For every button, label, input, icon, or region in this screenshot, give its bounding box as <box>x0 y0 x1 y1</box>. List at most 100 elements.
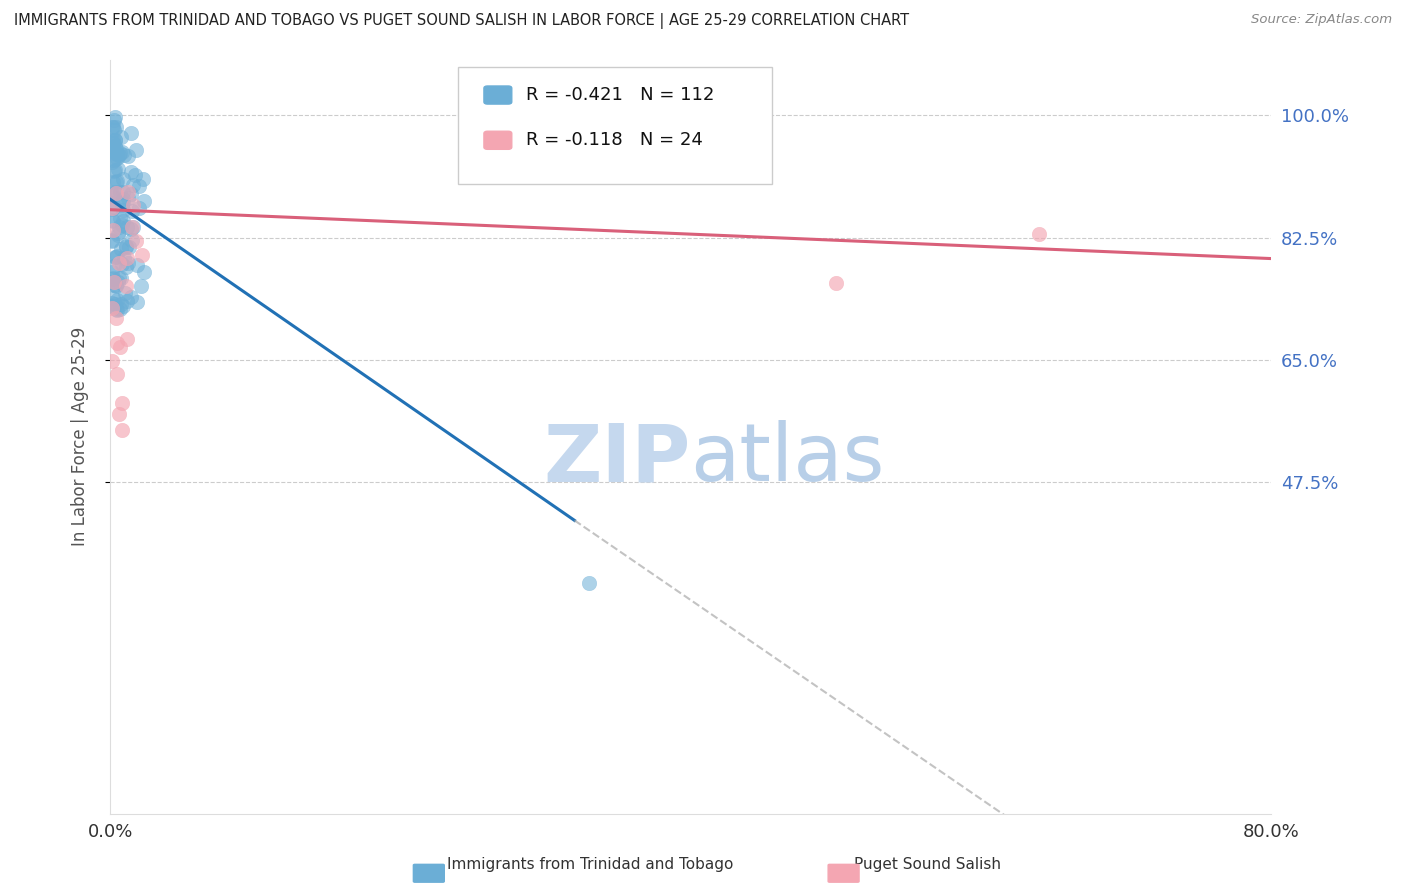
Point <box>104 297 127 311</box>
Point <box>104 250 127 264</box>
Point <box>121 220 143 235</box>
Point <box>104 110 127 124</box>
FancyBboxPatch shape <box>484 86 512 104</box>
Point <box>105 174 128 188</box>
Point <box>122 220 145 235</box>
Point <box>100 201 122 215</box>
Point <box>100 135 122 149</box>
Point <box>110 271 132 285</box>
Point <box>103 278 125 293</box>
Point <box>100 213 122 227</box>
Point <box>107 226 129 240</box>
Point <box>100 196 122 211</box>
Point <box>101 136 124 151</box>
Point <box>122 198 145 212</box>
Point <box>101 234 124 248</box>
Point <box>103 214 125 228</box>
Point <box>112 185 135 199</box>
Point <box>105 186 128 200</box>
Point <box>115 220 138 235</box>
Point <box>105 250 128 264</box>
Point <box>104 277 127 292</box>
Point <box>124 168 146 182</box>
Point <box>111 145 134 160</box>
Point <box>104 301 127 316</box>
Point <box>105 293 128 307</box>
Point <box>117 185 139 199</box>
Point <box>107 161 129 176</box>
Point <box>114 286 136 301</box>
Point <box>105 367 128 381</box>
Point <box>103 113 125 128</box>
Point <box>127 295 149 310</box>
Point <box>114 278 136 293</box>
Point <box>107 151 129 165</box>
Point <box>111 192 134 206</box>
Point <box>103 259 125 273</box>
Point <box>131 279 153 293</box>
Text: Puget Sound Salish: Puget Sound Salish <box>855 857 1001 872</box>
Point <box>103 292 125 306</box>
Point <box>104 146 127 161</box>
Point <box>120 126 142 140</box>
Point <box>104 278 127 293</box>
Point <box>121 178 143 192</box>
Point <box>107 228 129 243</box>
Point <box>108 302 131 317</box>
Point <box>101 120 124 134</box>
Point <box>103 270 125 285</box>
Point <box>108 271 131 285</box>
Point <box>111 194 134 209</box>
Point <box>110 297 132 311</box>
Point <box>100 354 122 368</box>
Point <box>1028 227 1050 241</box>
Point <box>100 233 122 247</box>
Point <box>104 142 127 156</box>
Point <box>110 146 132 161</box>
Point <box>578 576 600 591</box>
Point <box>108 256 131 270</box>
Point <box>108 185 131 199</box>
Text: ZIP: ZIP <box>543 420 690 499</box>
Point <box>111 198 134 212</box>
Point <box>824 276 846 290</box>
Point <box>105 147 128 161</box>
Point <box>110 242 132 256</box>
Point <box>112 214 135 228</box>
Point <box>100 275 122 289</box>
Point <box>101 222 124 236</box>
Point <box>117 191 139 205</box>
FancyBboxPatch shape <box>484 131 512 149</box>
Point <box>105 335 128 350</box>
Point <box>108 148 131 162</box>
Text: atlas: atlas <box>690 420 884 499</box>
Point <box>110 130 132 145</box>
Point <box>104 185 127 199</box>
Text: R = -0.118   N = 24: R = -0.118 N = 24 <box>526 131 703 149</box>
Point <box>103 163 125 178</box>
Point <box>103 275 125 289</box>
Point <box>103 120 125 134</box>
Y-axis label: In Labor Force | Age 25-29: In Labor Force | Age 25-29 <box>72 327 89 546</box>
Point <box>120 290 142 304</box>
Text: IMMIGRANTS FROM TRINIDAD AND TOBAGO VS PUGET SOUND SALISH IN LABOR FORCE | AGE 2: IMMIGRANTS FROM TRINIDAD AND TOBAGO VS P… <box>14 13 910 29</box>
Text: Immigrants from Trinidad and Tobago: Immigrants from Trinidad and Tobago <box>447 857 734 872</box>
Point <box>101 133 124 147</box>
Point <box>112 251 135 265</box>
Point <box>104 132 127 146</box>
Point <box>131 248 153 262</box>
Point <box>100 301 122 316</box>
Point <box>117 332 139 346</box>
Point <box>101 155 124 169</box>
Point <box>115 239 138 253</box>
Point <box>100 271 122 285</box>
Point <box>117 149 139 163</box>
Point <box>120 186 142 201</box>
Point <box>112 148 135 162</box>
Text: Source: ZipAtlas.com: Source: ZipAtlas.com <box>1251 13 1392 27</box>
Point <box>108 408 131 422</box>
Point <box>104 138 127 153</box>
Point <box>128 179 150 194</box>
Point <box>128 202 150 216</box>
Point <box>132 265 155 279</box>
